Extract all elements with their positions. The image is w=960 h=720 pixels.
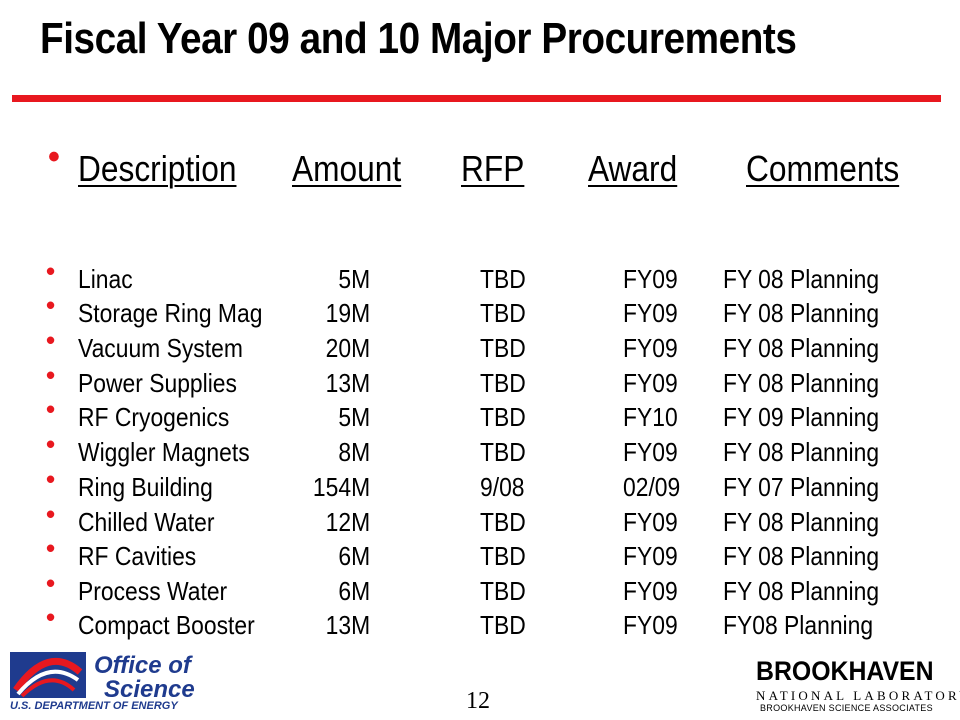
cell-description: Wiggler Magnets [78,437,250,467]
cell-comments: FY 08 Planning [723,368,880,398]
header-award: Award [588,148,678,189]
cell-amount: 5M [338,264,371,294]
cell-description: RF Cavities [78,541,197,571]
cell-rfp: TBD [480,402,526,432]
cell-rfp: TBD [480,333,526,363]
slide-title: Fiscal Year 09 and 10 Major Procurements [40,14,797,63]
cell-amount: 13M [325,610,371,640]
bullet-icon: • [48,138,60,176]
cell-award: FY09 [623,541,678,571]
cell-comments: FY 08 Planning [723,507,880,537]
logo-brookhaven: BROOKHAVEN [756,656,934,686]
cell-rfp: TBD [480,437,526,467]
cell-comments: FY 09 Planning [723,402,880,432]
cell-amount: 5M [338,402,371,432]
cell-amount: 8M [338,437,371,467]
doe-swirl-icon [10,652,86,698]
cell-description: Storage Ring Mag [78,298,263,328]
bullet-icon: • [46,602,56,632]
bullet-icon: • [46,568,56,598]
cell-description: RF Cryogenics [78,402,230,432]
cell-rfp: TBD [480,610,526,640]
bullet-icon: • [46,499,56,529]
logo-science: Science [104,676,195,703]
bullet-icon: • [46,394,56,424]
cell-award: FY09 [623,610,678,640]
bullet-icon: • [46,360,56,390]
bullet-icon: • [46,464,56,494]
header-rfp: RFP [461,148,525,189]
bullet-icon: • [46,429,56,459]
cell-description: Vacuum System [78,333,243,363]
cell-description: Process Water [78,576,228,606]
cell-comments: FY 08 Planning [723,437,880,467]
cell-rfp: TBD [480,298,526,328]
cell-award: FY09 [623,264,678,294]
cell-award: FY09 [623,333,678,363]
logo-national-laboratory: NATIONAL LABORATORY [756,688,960,703]
cell-comments: FY 08 Planning [723,264,880,294]
cell-rfp: TBD [480,368,526,398]
header-description: Description [78,148,237,189]
cell-amount: 12M [325,507,371,537]
cell-rfp: TBD [480,541,526,571]
cell-rfp: TBD [480,264,526,294]
cell-description: Compact Booster [78,610,255,640]
cell-description: Ring Building [78,472,213,502]
cell-amount: 20M [325,333,371,363]
cell-amount: 13M [325,368,371,398]
cell-comments: FY 07 Planning [723,472,880,502]
header-amount: Amount [292,148,402,189]
doe-office-of-science-logo: Office of Science U.S. DEPARTMENT OF ENE… [8,650,223,712]
bullet-icon: • [46,533,56,563]
logo-department: U.S. DEPARTMENT OF ENERGY [10,700,178,712]
title-underline-rule [12,95,941,102]
cell-amount: 6M [338,541,371,571]
logo-office-of: Office of [94,652,191,679]
cell-rfp: TBD [480,576,526,606]
cell-comments: FY08 Planning [723,610,874,640]
cell-award: FY09 [623,368,678,398]
cell-comments: FY 08 Planning [723,298,880,328]
cell-amount: 154M [312,472,371,502]
cell-amount: 6M [338,576,371,606]
cell-award: FY10 [623,402,678,432]
cell-rfp: TBD [480,507,526,537]
cell-award: FY09 [623,298,678,328]
header-comments: Comments [746,148,900,189]
cell-award: FY09 [623,576,678,606]
cell-award: FY09 [623,507,678,537]
bullet-icon: • [46,325,56,355]
cell-description: Power Supplies [78,368,237,398]
page-number: 12 [466,688,490,714]
cell-description: Chilled Water [78,507,215,537]
cell-award: FY09 [623,437,678,467]
cell-comments: FY 08 Planning [723,576,880,606]
cell-award: 02/09 [623,472,681,502]
cell-rfp: 9/08 [480,472,525,502]
brookhaven-logo: BROOKHAVEN NATIONAL LABORATORY BROOKHAVE… [748,656,960,716]
cell-description: Linac [78,264,133,294]
bullet-icon: • [46,256,56,286]
bullet-icon: • [46,290,56,320]
cell-comments: FY 08 Planning [723,333,880,363]
cell-amount: 19M [325,298,371,328]
logo-science-associates: BROOKHAVEN SCIENCE ASSOCIATES [760,703,933,713]
cell-comments: FY 08 Planning [723,541,880,571]
